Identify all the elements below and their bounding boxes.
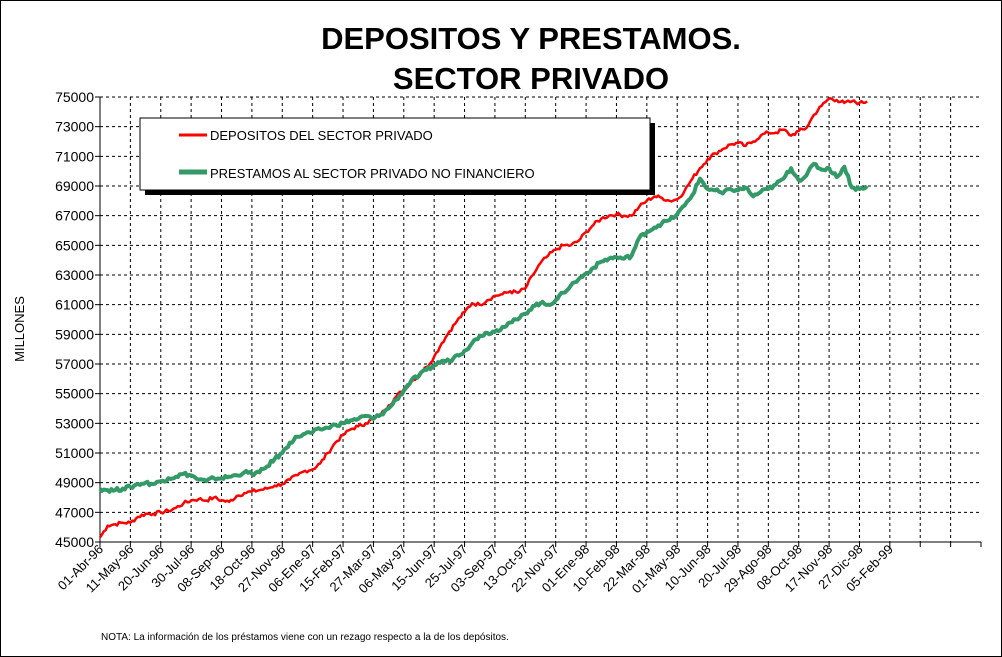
y-tick-label: 73000	[55, 119, 94, 135]
series-line-prestamos	[98, 161, 869, 494]
y-tick-label: 55000	[55, 386, 94, 402]
y-tick-label: 67000	[55, 208, 94, 224]
y-tick-label: 63000	[55, 267, 94, 283]
y-axis-label: MILLONES	[12, 296, 27, 362]
legend: DEPOSITOS DEL SECTOR PRIVADO PRESTAMOS A…	[139, 117, 655, 195]
chart-title-line1: DEPOSITOS Y PRESTAMOS.	[321, 21, 741, 56]
series-line-depositos	[98, 97, 868, 539]
chart-title-line2: SECTOR PRIVADO	[393, 61, 669, 96]
y-tick-label: 51000	[55, 445, 94, 461]
y-tick-label: 57000	[55, 356, 94, 372]
x-axis: 01-Abr-9611-May-9620-Jun-9630-Jul-9608-S…	[55, 542, 982, 596]
legend-label-prestamos: PRESTAMOS AL SECTOR PRIVADO NO FINANCIER…	[210, 166, 535, 181]
y-tick-label: 59000	[55, 326, 94, 342]
footnote: NOTA: La información de los préstamos vi…	[101, 632, 509, 643]
y-axis: 45000 47000 49000 51000 53000 55000 57000 59000…	[55, 89, 100, 550]
y-tick-label: 49000	[55, 475, 94, 491]
y-tick-label: 47000	[55, 504, 94, 520]
y-tick-label: 69000	[55, 178, 94, 194]
y-tick-label: 75000	[55, 89, 94, 105]
legend-label-depositos: DEPOSITOS DEL SECTOR PRIVADO	[210, 128, 433, 143]
y-tick-label: 53000	[55, 415, 94, 431]
legend-box	[139, 117, 651, 191]
plot-area	[99, 97, 981, 543]
y-tick-label: 61000	[55, 297, 94, 313]
y-tick-label: 65000	[55, 237, 94, 253]
y-tick-label: 45000	[55, 534, 94, 550]
series-group	[98, 97, 869, 539]
y-tick-label: 71000	[55, 148, 94, 164]
